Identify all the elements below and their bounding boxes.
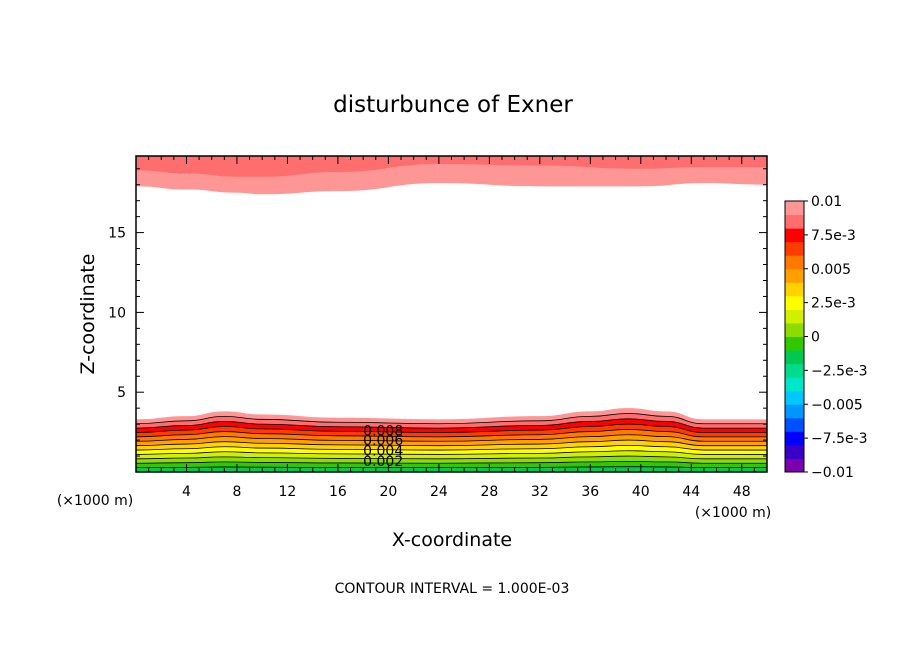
colorbar-label: 2.5e-3 (811, 296, 856, 312)
colorbar-swatch (785, 201, 804, 216)
contour-label: 0.006 (363, 433, 403, 449)
colorbar-swatch (785, 363, 804, 378)
colorbar-swatch (785, 350, 804, 365)
x-tick-label: 36 (581, 484, 599, 500)
colorbar-label: 0.01 (811, 194, 842, 210)
bottom-contour-line-8 (135, 429, 767, 438)
contour-lines (135, 413, 767, 469)
x-tick-label: 12 (279, 484, 297, 500)
x-tick-label: 28 (480, 484, 498, 500)
y-tick-label: 10 (108, 305, 126, 321)
colorbar-swatch (785, 322, 804, 337)
x-tick-label: 20 (379, 484, 397, 500)
contour-label: 0.008 (363, 424, 403, 440)
contour-fills (136, 156, 767, 472)
x-tick-label: 16 (329, 484, 347, 500)
contour-label: 0.002 (363, 454, 403, 470)
x-axis-label: X-coordinate (392, 529, 512, 551)
colorbar-swatch (785, 255, 804, 270)
colorbar-swatch (785, 268, 804, 283)
x-unit-left: (×1000 m) (57, 493, 133, 509)
bottom-contour-line-7 (135, 434, 767, 442)
colorbar-label: −0.005 (811, 397, 863, 413)
colorbar-swatch (785, 214, 804, 229)
x-tick-label: 24 (430, 484, 448, 500)
bottom-contour-line-2 (135, 460, 767, 464)
bottom-contour-line-6 (135, 439, 767, 447)
colorbar-swatch (785, 444, 804, 459)
colorbar-swatch (785, 404, 804, 419)
colorbar-label: 7.5e-3 (811, 228, 856, 244)
x-tick-label: 48 (733, 484, 751, 500)
colorbar-swatch (785, 295, 804, 310)
colorbar-swatch (785, 241, 804, 256)
colorbar-label: −7.5e-3 (811, 431, 868, 447)
colorbar-label: −2.5e-3 (811, 363, 868, 379)
colorbar-swatch (785, 417, 804, 432)
top-contour-fill-2 (136, 156, 767, 177)
colorbar-swatch (785, 309, 804, 324)
y-tick-label: 5 (117, 385, 126, 401)
colorbar-swatch (785, 282, 804, 297)
colorbar-swatch (785, 458, 804, 473)
x-tick-label: 32 (531, 484, 549, 500)
contour-label: 0.004 (363, 443, 403, 459)
x-tick-label: 40 (632, 484, 650, 500)
colorbar-swatch (785, 431, 804, 446)
bottom-contour-line-4 (135, 450, 767, 455)
x-unit-right: (×1000 m) (695, 505, 771, 521)
colorbar-label: 0.005 (811, 262, 851, 278)
bottom-contour-line-5 (135, 445, 767, 451)
colorbar-swatch (785, 377, 804, 392)
colorbar-swatch (785, 336, 804, 351)
x-tick-label: 8 (232, 484, 241, 500)
colorbar-label: 0 (811, 330, 820, 346)
colorbar: 0.01 7.5e-3 0.005 2.5e-3 0 −2.5e-3 −0.005 −7.5e… (784, 194, 868, 481)
colorbar-label: −0.01 (811, 465, 854, 481)
bottom-contour-line-1 (135, 466, 767, 469)
bottom-contour-line-9 (135, 423, 767, 433)
chart-title: disturbunce of Exner (333, 92, 573, 118)
contour-interval-note: CONTOUR INTERVAL = 1.000E-03 (335, 581, 570, 597)
y-axis-label: Z-coordinate (77, 254, 99, 375)
bottom-contour-line-11 (135, 413, 767, 425)
colorbar-swatch (785, 390, 804, 405)
x-tick-label: 44 (682, 484, 700, 500)
bottom-contour-line-10 (135, 418, 767, 429)
y-tick-label: 15 (108, 226, 126, 242)
colorbar-swatch (785, 228, 804, 243)
x-tick-label: 4 (182, 484, 191, 500)
bottom-contour-line-3 (135, 455, 767, 460)
